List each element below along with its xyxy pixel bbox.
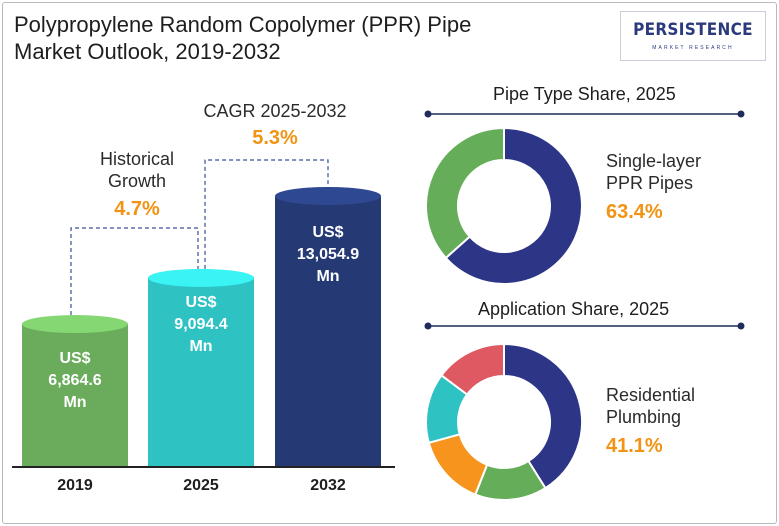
- application-share-title: Application Share, 2025: [472, 299, 676, 320]
- pipe-type-rule-dot-left: [424, 110, 432, 118]
- bar-2019: [22, 324, 128, 466]
- bar-top-2019: [22, 315, 128, 334]
- historical-growth-connector: [70, 227, 199, 316]
- x-tick-2019: 2019: [57, 477, 93, 494]
- pipe-type-share-title: Pipe Type Share, 2025: [487, 84, 682, 105]
- logo-subtitle: MARKET RESEARCH: [652, 45, 734, 51]
- cagr-connector: [204, 159, 329, 269]
- bar-value-label-2032: US$ 13,054.9 Mn: [296, 224, 360, 285]
- pipe-type-donut-slice-0: [444, 126, 583, 285]
- pipe-type-rule-dot-right: [737, 110, 745, 118]
- historical-growth-value: 4.7%: [114, 198, 160, 220]
- pipe-type-donut-slice-1: [425, 126, 505, 260]
- residential-plumbing-label: Residential Plumbing: [606, 385, 696, 427]
- bar-top-2032: [275, 187, 381, 205]
- single-layer-value: 63.4%: [606, 201, 663, 223]
- residential-plumbing-value: 41.1%: [606, 435, 663, 457]
- x-tick-2025: 2025: [183, 477, 219, 494]
- application-donut-slice-4: [440, 342, 505, 396]
- bar-2025: [148, 277, 254, 466]
- page-title: Polypropylene Random Copolymer (PPR) Pip…: [14, 12, 472, 64]
- logo-wordmark: PERSISTENCE: [633, 20, 753, 40]
- brand-logo: PERSISTENCE MARKET RESEARCH: [620, 11, 766, 61]
- cagr-value: 5.3%: [252, 127, 298, 149]
- single-layer-label: Single-layer PPR Pipes: [606, 151, 702, 193]
- bar-value-label-2019: US$ 6,864.6 Mn: [48, 350, 102, 411]
- bar-value-label-2025: US$ 9,094.4 Mn: [174, 294, 228, 355]
- application-rule-dot-right: [737, 322, 745, 330]
- historical-growth-label: Historical Growth: [99, 149, 174, 191]
- x-tick-2032: 2032: [310, 477, 346, 494]
- application-donut-slice-0: [503, 342, 583, 490]
- application-donut-slice-2: [427, 433, 489, 496]
- bar-top-2025: [148, 268, 254, 287]
- cagr-label: CAGR 2025-2032: [203, 101, 347, 121]
- application-rule-dot-left: [424, 322, 432, 330]
- bar-2032: [275, 196, 381, 466]
